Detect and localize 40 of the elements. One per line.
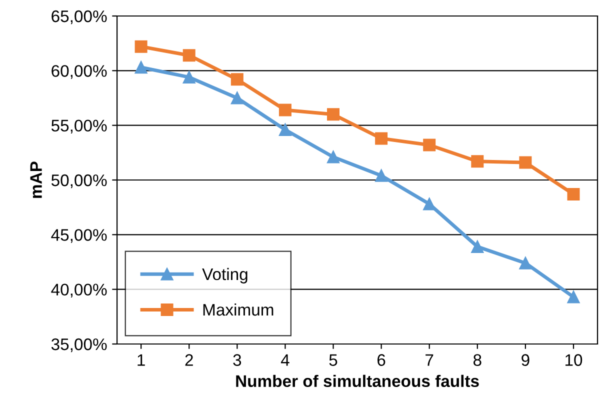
x-axis-title: Number of simultaneous faults [236, 374, 479, 388]
x-tick-label: 10 [566, 354, 582, 366]
y-tick-label: 40,00% [51, 284, 107, 298]
point [567, 188, 580, 200]
point [471, 155, 484, 168]
x-tick-label: 5 [329, 354, 338, 366]
y-tick-label: 45,00% [51, 229, 107, 243]
legend-label: Voting [202, 268, 248, 284]
point [327, 150, 340, 164]
x-tick-label: 6 [378, 354, 386, 366]
point [567, 290, 580, 304]
y-tick-label: 60,00% [52, 65, 107, 79]
y-tick-label: 55,00% [51, 120, 107, 134]
point [423, 138, 436, 152]
x-tick-label: 3 [233, 354, 242, 366]
point [278, 104, 292, 116]
x-tick-label: 7 [426, 354, 434, 366]
point [182, 70, 196, 84]
y-axis-title: mAP [30, 162, 42, 198]
point [230, 73, 244, 86]
point [519, 256, 532, 270]
point [182, 49, 196, 62]
x-tick-label: 8 [473, 354, 482, 366]
point [134, 61, 148, 74]
point [327, 108, 340, 121]
y-tick-label: 35,00% [51, 338, 107, 352]
point [471, 240, 484, 253]
point [519, 156, 532, 169]
point [278, 123, 292, 136]
x-tick-label: 9 [522, 354, 530, 366]
x-tick-label: 4 [280, 354, 290, 366]
y-tick-label: 50,00% [51, 174, 107, 188]
x-tick-label: 1 [138, 354, 145, 366]
point [230, 92, 244, 104]
point [375, 132, 388, 145]
x-tick-label: 2 [185, 354, 193, 366]
point [134, 40, 148, 53]
point [375, 169, 388, 182]
legend-label: Maximum [203, 303, 274, 316]
y-tick-label: 65,00% [52, 10, 107, 24]
